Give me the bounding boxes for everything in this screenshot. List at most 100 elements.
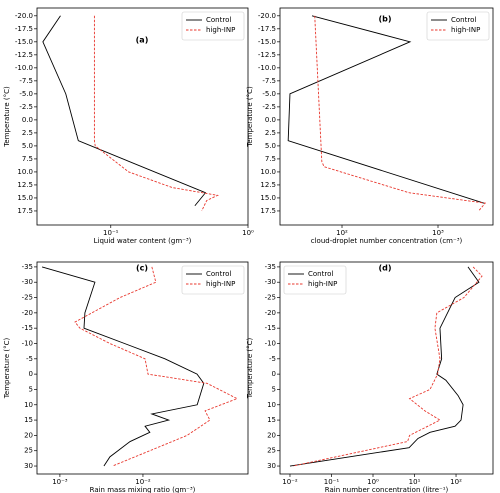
y-tick-label: 0.0 [22,116,33,124]
data-line [42,15,207,207]
panel-label: (d) [378,264,391,273]
y-tick-label: 17.5 [260,207,276,215]
panel-label: (c) [136,264,148,273]
y-tick-label: 2.5 [22,129,33,137]
panel: 10⁻¹ 10⁰ -20.0 -17.5 -15.0 -12.5 -10.0 -7.5 -5.0… [3,7,254,245]
y-tick-label: -5.0 [262,90,276,98]
data-line [289,266,480,467]
panel: 10² 10³ -20.0 -17.5 -15.0 -12.5 -10.0 -7.5 -5.0 -… [246,7,494,245]
plot-frame [279,261,494,475]
y-tick-label: 5.0 [265,142,276,150]
y-tick-label: -7.5 [19,77,33,85]
y-axis-label: Temperature (°C) [3,86,11,148]
legend: Control high-INP [283,265,347,295]
legend-label: high-INP [206,26,235,34]
y-tick-label: 0.0 [265,116,276,124]
legend-label: Control [451,16,476,24]
x-axis-label: Rain number concentration (litre⁻¹) [325,486,449,493]
x-tick-label: 10¹ [409,478,421,486]
legend: Control high-INP [181,11,245,41]
y-tick-label: -2.5 [262,103,276,111]
x-tick-label: 10⁻² [135,478,151,486]
x-tick-label: 10⁻¹ [324,478,340,486]
panel-label: (a) [136,36,149,45]
y-tick-label: 7.5 [22,155,33,163]
y-tick-label: -10 [22,339,33,347]
y-tick-label: -15.0 [15,38,33,46]
y-tick-label: 25 [267,447,276,455]
y-tick-label: -10.0 [258,64,276,72]
y-tick-label: 15.0 [260,194,276,202]
x-tick-label: 10² [450,478,462,486]
legend-label: Control [206,270,231,278]
y-tick-label: 5 [272,385,276,393]
y-tick-label: -5 [269,355,276,363]
y-tick-label: 5 [29,385,33,393]
legend-label: Control [308,270,333,278]
y-tick-label: -20 [265,309,276,317]
y-tick-label: 20 [24,431,33,439]
data-line [314,15,487,212]
legend: Control high-INP [181,265,245,295]
legend: Control high-INP [426,11,490,41]
panel: 10⁻² 10⁻¹ 10⁰ 10¹ 10² -35 -30 -25 -20 -15 -10 -5 0 5 1… [246,261,494,493]
x-axis-label: Rain mass mixing ratio (gm⁻³) [90,486,196,493]
y-tick-label: -15 [265,324,276,332]
plot-frame [36,7,249,226]
legend-box [181,265,245,295]
y-tick-label: 5.0 [22,142,33,150]
y-tick-label: -35 [265,263,276,271]
y-axis-label: Temperature (°C) [3,338,11,400]
plot-frame [279,7,494,226]
y-tick-label: 10 [24,401,33,409]
y-tick-label: -35 [22,263,33,271]
x-axis-label: cloud-droplet number concentration (cm⁻³… [311,237,463,245]
y-tick-label: -2.5 [19,103,33,111]
data-line [74,266,239,467]
legend-box [426,11,490,41]
x-axis-label: Liquid water content (gm⁻³) [94,237,192,245]
legend-label: Control [206,16,231,24]
y-tick-label: 12.5 [17,181,33,189]
y-tick-label: -12.5 [15,51,33,59]
y-tick-label: 10.0 [17,168,33,176]
y-tick-label: 15.0 [17,194,33,202]
data-line [93,15,220,212]
y-tick-label: 15 [24,416,33,424]
y-tick-label: 30 [267,462,276,470]
data-line [41,266,205,467]
x-tick-label: 10⁻² [282,478,298,486]
panel: 10⁻³ 10⁻² -35 -30 -25 -20 -15 -10 -5 0 5 10 15 20 25 30… [3,261,249,493]
y-tick-label: 17.5 [17,207,33,215]
legend-box [283,265,347,295]
y-tick-label: -25 [265,294,276,302]
x-tick-label: 10⁰ [242,229,254,237]
x-tick-label: 10⁻³ [52,478,68,486]
y-tick-label: 0 [272,370,276,378]
panel-label: (b) [378,15,391,24]
y-axis-label: Temperature (°C) [246,338,254,400]
y-tick-label: -15.0 [258,38,276,46]
y-tick-label: -20.0 [258,12,276,20]
x-tick-label: 10³ [432,229,444,237]
y-tick-label: 30 [24,462,33,470]
legend-label: high-INP [308,280,337,288]
y-tick-label: 0 [29,370,33,378]
data-line [292,266,483,467]
y-tick-label: -5 [26,355,33,363]
data-line [287,15,485,204]
y-tick-label: 2.5 [265,129,276,137]
x-tick-label: 10² [336,229,348,237]
y-tick-label: -5.0 [19,90,33,98]
x-tick-label: 10⁰ [367,478,379,486]
y-tick-label: -20.0 [15,12,33,20]
y-tick-label: -7.5 [262,77,276,85]
y-tick-label: -30 [265,278,276,286]
y-tick-label: -30 [22,278,33,286]
y-tick-label: -17.5 [258,25,276,33]
y-tick-label: -12.5 [258,51,276,59]
y-tick-label: -17.5 [15,25,33,33]
legend-label: high-INP [206,280,235,288]
y-tick-label: -15 [22,324,33,332]
